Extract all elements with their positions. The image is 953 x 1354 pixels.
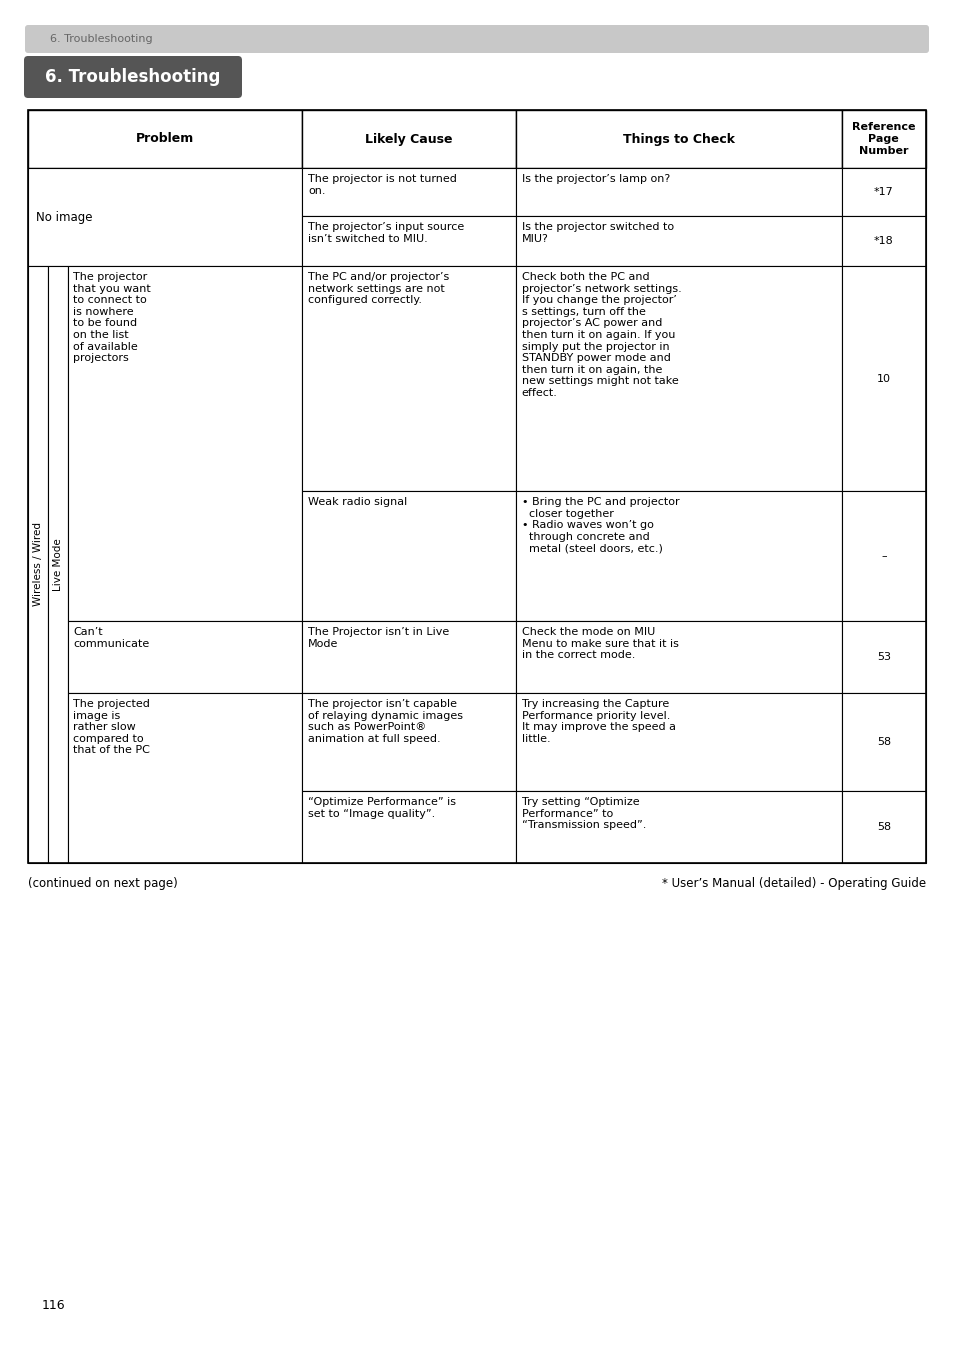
Text: The projector
that you want
to connect to
is nowhere
to be found
on the list
of : The projector that you want to connect t… (73, 272, 151, 363)
Bar (841, 217, 925, 265)
Text: * User’s Manual (detailed) - Operating Guide: * User’s Manual (detailed) - Operating G… (661, 877, 925, 890)
Text: Wireless / Wired: Wireless / Wired (33, 523, 43, 607)
Text: Live Mode: Live Mode (53, 538, 63, 590)
Text: 58: 58 (876, 737, 890, 747)
Bar (515, 217, 841, 265)
Text: Is the projector switched to
MIU?: Is the projector switched to MIU? (521, 222, 673, 244)
Text: –: – (880, 551, 885, 561)
Text: *18: *18 (873, 236, 893, 246)
Text: 53: 53 (876, 653, 890, 662)
Text: The projector is not turned
on.: The projector is not turned on. (308, 175, 456, 195)
Bar (515, 693, 841, 791)
Bar (68, 265, 301, 621)
Text: Check both the PC and
projector’s network settings.
If you change the projector’: Check both the PC and projector’s networ… (521, 272, 680, 398)
Text: The PC and/or projector’s
network settings are not
configured correctly.: The PC and/or projector’s network settin… (308, 272, 449, 305)
Bar (301, 110, 515, 168)
Text: Problem: Problem (135, 133, 193, 145)
Bar (28, 168, 301, 265)
Bar (301, 791, 515, 862)
Bar (28, 265, 48, 862)
Bar (841, 265, 925, 492)
Bar (28, 110, 925, 862)
Text: Likely Cause: Likely Cause (365, 133, 452, 145)
Bar (515, 110, 841, 168)
Bar (841, 168, 925, 217)
Text: Things to Check: Things to Check (622, 133, 734, 145)
Text: Try setting “Optimize
Performance” to
“Transmission speed”.: Try setting “Optimize Performance” to “T… (521, 798, 645, 830)
Text: Check the mode on MIU
Menu to make sure that it is
in the correct mode.: Check the mode on MIU Menu to make sure … (521, 627, 678, 661)
Bar (68, 621, 301, 693)
Bar (301, 693, 515, 791)
Bar (301, 168, 515, 217)
Bar (515, 791, 841, 862)
Bar (301, 265, 515, 492)
Bar (841, 492, 925, 621)
Text: 116: 116 (42, 1298, 66, 1312)
Bar (515, 492, 841, 621)
Text: The projector isn’t capable
of relaying dynamic images
such as PowerPoint®
anima: The projector isn’t capable of relaying … (308, 699, 462, 743)
Bar (841, 110, 925, 168)
Text: Weak radio signal: Weak radio signal (308, 497, 407, 506)
Text: The projected
image is
rather slow
compared to
that of the PC: The projected image is rather slow compa… (73, 699, 150, 756)
Text: 58: 58 (876, 822, 890, 831)
Text: Reference
Page
Number: Reference Page Number (851, 122, 915, 157)
Text: • Bring the PC and projector
  closer together
• Radio waves won’t go
  through : • Bring the PC and projector closer toge… (521, 497, 679, 554)
Text: The projector’s input source
isn’t switched to MIU.: The projector’s input source isn’t switc… (308, 222, 464, 244)
Text: No image: No image (36, 210, 92, 223)
Text: “Optimize Performance” is
set to “Image quality”.: “Optimize Performance” is set to “Image … (308, 798, 456, 819)
FancyBboxPatch shape (25, 24, 928, 53)
Bar (515, 621, 841, 693)
Bar (301, 621, 515, 693)
Bar (301, 217, 515, 265)
Text: 10: 10 (876, 374, 890, 383)
Bar (515, 265, 841, 492)
Text: Can’t
communicate: Can’t communicate (73, 627, 149, 649)
Text: 6. Troubleshooting: 6. Troubleshooting (45, 68, 220, 87)
Bar (301, 492, 515, 621)
Text: *17: *17 (873, 187, 893, 196)
Text: Is the projector’s lamp on?: Is the projector’s lamp on? (521, 175, 669, 184)
Bar (841, 693, 925, 791)
Text: 6. Troubleshooting: 6. Troubleshooting (50, 34, 152, 43)
Bar (68, 693, 301, 862)
Text: Try increasing the Capture
Performance priority level.
It may improve the speed : Try increasing the Capture Performance p… (521, 699, 675, 743)
Bar (841, 621, 925, 693)
Bar (28, 110, 301, 168)
Bar (515, 168, 841, 217)
Bar (841, 791, 925, 862)
FancyBboxPatch shape (24, 56, 242, 97)
Text: The Projector isn’t in Live
Mode: The Projector isn’t in Live Mode (308, 627, 449, 649)
Bar (48, 265, 68, 862)
Text: (continued on next page): (continued on next page) (28, 877, 177, 890)
